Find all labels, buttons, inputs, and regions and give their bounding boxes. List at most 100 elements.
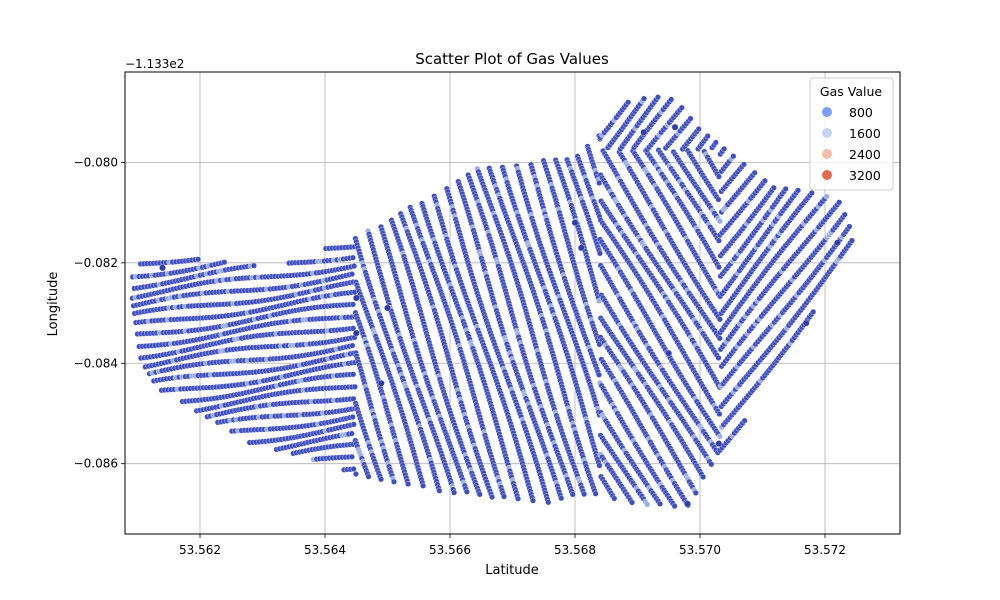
chart-title: Scatter Plot of Gas Values [415,50,609,68]
data-points [129,94,855,510]
y-tick-label: −0.086 [74,457,118,471]
data-point [351,263,358,270]
data-point [352,471,359,477]
legend-label: 2400 [849,147,881,162]
data-point [716,411,723,417]
data-point [352,329,360,337]
data-point [558,495,565,502]
y-tick-label: −0.084 [74,356,118,370]
axis-offset-text: −1.133e2 [125,57,184,71]
data-point [515,495,521,502]
data-point [436,487,443,494]
data-point [571,219,579,227]
x-tick-label: 53.562 [179,543,221,557]
data-point [420,482,427,489]
x-tick-label: 53.570 [679,543,721,557]
data-point [365,473,372,480]
data-point [846,223,853,230]
legend-label: 1600 [849,126,881,141]
data-point [708,461,715,468]
data-point [715,196,722,203]
data-point [715,354,722,361]
data-point [654,94,661,101]
legend-marker [822,107,832,117]
data-point [716,218,723,225]
data-point [577,244,585,252]
data-point [384,304,391,312]
data-point [721,145,728,152]
data-point [695,126,702,132]
data-point [596,371,602,378]
data-point [668,96,675,103]
data-point [352,294,360,302]
legend-label: 3200 [849,168,881,183]
data-point [351,383,358,390]
data-point [641,95,647,102]
data-point [530,497,536,504]
data-point [712,139,719,146]
data-point [250,262,257,269]
data-point [350,466,357,472]
data-point [476,491,483,498]
data-point [640,128,648,136]
data-point [741,417,748,424]
y-tick-label: −0.080 [74,155,118,169]
data-point [687,115,694,122]
legend-title: Gas Value [820,84,882,99]
legend: Gas Value 800 1600 2400 3200 [809,77,894,191]
data-point [611,495,618,502]
data-point [569,491,576,498]
data-point [349,342,356,349]
data-point [715,264,722,271]
data-point [625,99,632,106]
legend-marker [822,149,832,159]
x-tick-label: 53.572 [804,543,846,557]
data-point [848,237,855,244]
data-point [596,462,603,469]
data-point [715,173,722,180]
data-point [377,379,385,387]
data-point [671,503,678,510]
data-point [629,499,635,506]
data-point [678,104,685,111]
data-point [391,478,397,485]
data-point [802,319,810,327]
y-axis-label: Longitude [46,272,61,337]
legend-label: 800 [849,105,873,120]
data-point [808,190,815,196]
data-point [349,414,356,420]
data-point [823,193,830,200]
data-point [671,123,679,131]
data-point [740,161,747,168]
data-point [751,169,758,176]
data-point [841,211,848,218]
legend-marker [822,128,832,138]
data-point [692,489,699,496]
data-point [378,476,384,483]
data-point [592,490,599,497]
data-point [350,371,357,378]
data-point [221,259,228,266]
data-point [704,133,711,140]
data-point [836,199,843,206]
data-point [349,271,355,278]
legend-marker [822,170,832,180]
x-tick-label: 53.568 [554,543,596,557]
data-point [684,500,691,508]
data-point [489,494,496,500]
data-point [770,184,777,191]
data-point [782,185,789,192]
x-tick-label: 53.564 [304,543,346,557]
data-point [657,500,663,507]
data-point [810,308,817,315]
data-point [700,474,707,480]
data-point [545,499,552,506]
data-point [350,301,356,308]
data-point [665,349,673,357]
data-point [350,421,357,428]
x-axis-label: Latitude [485,563,539,578]
data-point [716,433,723,440]
x-tick-label: 53.566 [429,543,471,557]
y-tick-label: −0.082 [74,256,118,270]
